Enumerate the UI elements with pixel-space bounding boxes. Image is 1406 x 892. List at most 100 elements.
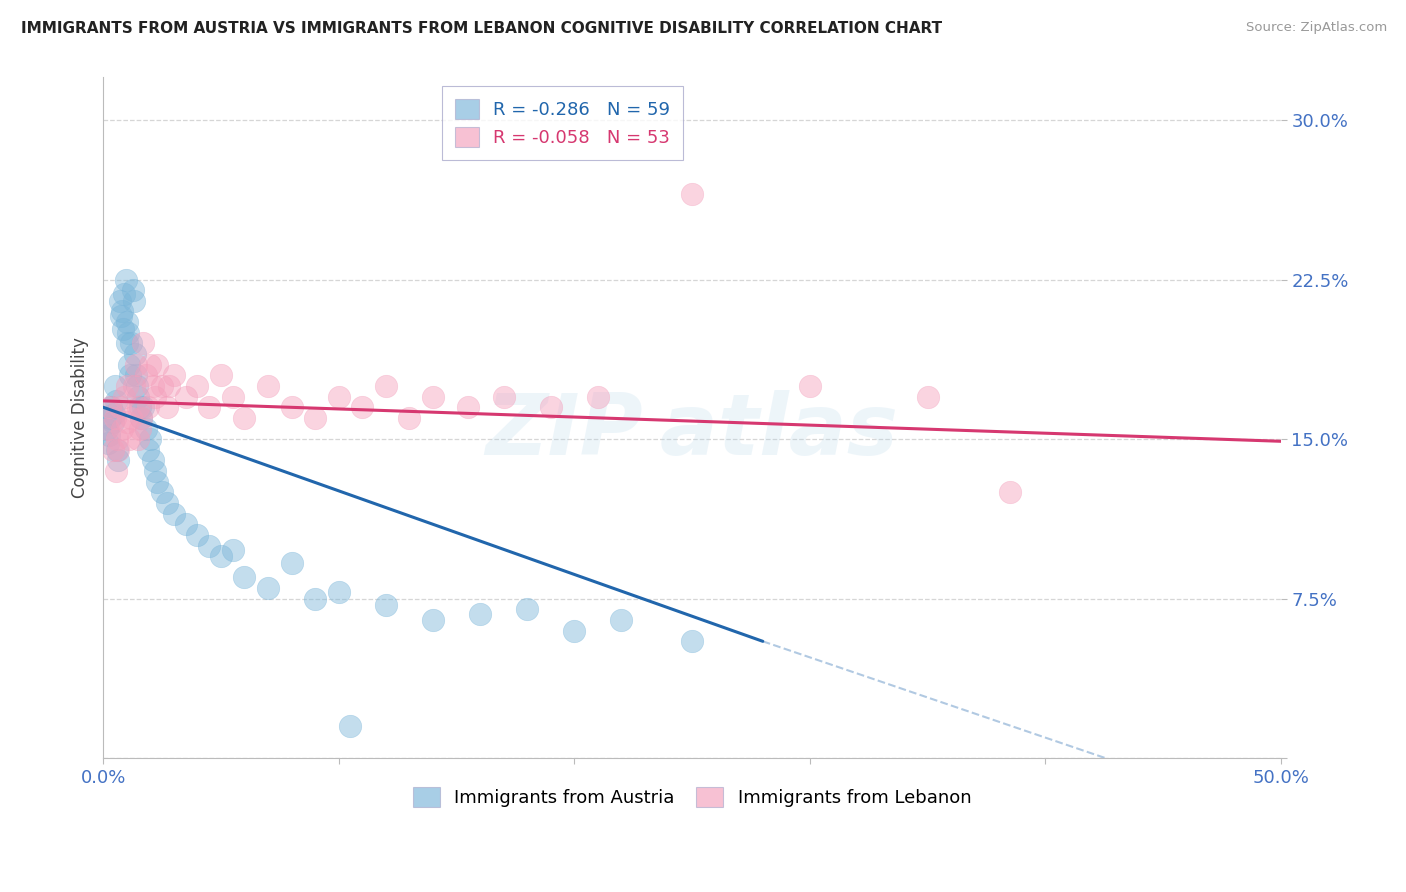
Point — [492, 390, 515, 404]
Point — [304, 591, 326, 606]
Point — [328, 585, 350, 599]
Point — [222, 542, 245, 557]
Point — [610, 613, 633, 627]
Point — [142, 453, 165, 467]
Point — [115, 336, 138, 351]
Point — [163, 368, 186, 383]
Point — [799, 379, 821, 393]
Point — [125, 368, 148, 383]
Point — [105, 464, 128, 478]
Point — [139, 432, 162, 446]
Point — [115, 415, 138, 429]
Point — [98, 401, 121, 415]
Point — [150, 379, 173, 393]
Point — [107, 453, 129, 467]
Point — [115, 379, 138, 393]
Y-axis label: Cognitive Disability: Cognitive Disability — [72, 337, 89, 499]
Point — [222, 390, 245, 404]
Point — [112, 390, 135, 404]
Point — [233, 410, 256, 425]
Point — [209, 368, 232, 383]
Point — [163, 507, 186, 521]
Point — [186, 528, 208, 542]
Point — [917, 390, 939, 404]
Point — [328, 390, 350, 404]
Point — [374, 598, 396, 612]
Point — [107, 442, 129, 457]
Point — [139, 358, 162, 372]
Point — [127, 432, 149, 446]
Point — [681, 187, 703, 202]
Point — [127, 390, 149, 404]
Point — [174, 390, 197, 404]
Point — [110, 309, 132, 323]
Point — [117, 326, 139, 340]
Point — [128, 421, 150, 435]
Point — [125, 358, 148, 372]
Point — [681, 634, 703, 648]
Point — [157, 379, 180, 393]
Point — [150, 485, 173, 500]
Point — [209, 549, 232, 564]
Point — [280, 401, 302, 415]
Point — [233, 570, 256, 584]
Point — [135, 368, 157, 383]
Point — [122, 379, 145, 393]
Point — [156, 401, 179, 415]
Point — [121, 283, 143, 297]
Point — [132, 401, 155, 415]
Point — [198, 401, 221, 415]
Point — [257, 379, 280, 393]
Point — [280, 556, 302, 570]
Point — [540, 401, 562, 415]
Point — [96, 421, 118, 435]
Legend: Immigrants from Austria, Immigrants from Lebanon: Immigrants from Austria, Immigrants from… — [405, 780, 979, 814]
Point — [422, 390, 444, 404]
Point — [129, 410, 152, 425]
Point — [468, 607, 491, 621]
Point — [257, 581, 280, 595]
Point — [100, 401, 122, 415]
Point — [143, 464, 166, 478]
Point — [120, 336, 142, 351]
Point — [112, 287, 135, 301]
Point — [198, 539, 221, 553]
Point — [118, 358, 141, 372]
Point — [156, 496, 179, 510]
Point — [105, 442, 128, 457]
Point — [143, 390, 166, 404]
Point — [127, 379, 149, 393]
Point — [105, 432, 128, 446]
Point — [457, 401, 479, 415]
Text: ZIP atlas: ZIP atlas — [485, 390, 898, 473]
Point — [112, 321, 135, 335]
Point — [132, 336, 155, 351]
Point — [586, 390, 609, 404]
Point — [97, 421, 120, 435]
Point — [136, 442, 159, 457]
Point — [398, 410, 420, 425]
Point — [124, 347, 146, 361]
Point — [108, 401, 131, 415]
Point — [104, 410, 127, 425]
Point — [118, 432, 141, 446]
Point — [127, 401, 149, 415]
Point — [374, 379, 396, 393]
Point — [174, 517, 197, 532]
Point — [97, 436, 120, 450]
Point — [104, 379, 127, 393]
Point — [304, 410, 326, 425]
Point — [998, 485, 1021, 500]
Point — [186, 379, 208, 393]
Point — [129, 410, 152, 425]
Point — [120, 410, 142, 425]
Point — [111, 421, 134, 435]
Point — [111, 304, 134, 318]
Point — [136, 401, 159, 415]
Point — [115, 315, 138, 329]
Point — [135, 421, 157, 435]
Point — [122, 293, 145, 308]
Point — [120, 368, 142, 383]
Point — [352, 401, 374, 415]
Point — [98, 410, 121, 425]
